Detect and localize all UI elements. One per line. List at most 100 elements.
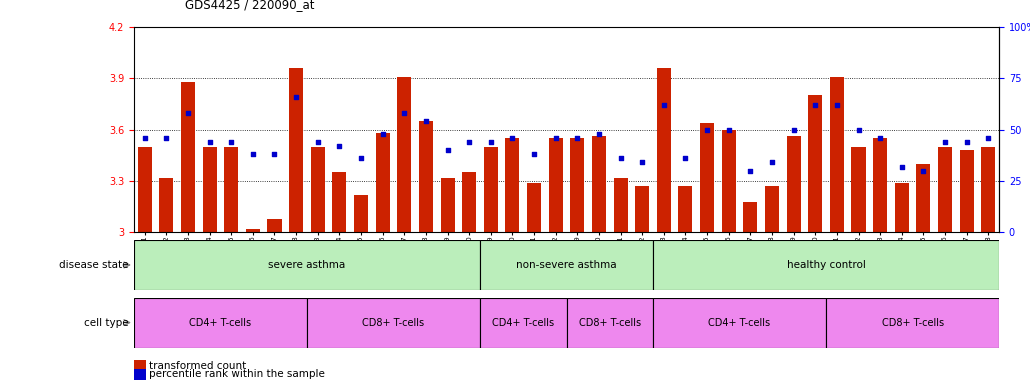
Point: [937, 139, 954, 145]
Bar: [134, 240, 480, 290]
Text: CD8+ T-cells: CD8+ T-cells: [579, 318, 641, 328]
Bar: [307, 298, 480, 348]
Bar: [566, 298, 653, 348]
Bar: [480, 298, 566, 348]
Bar: [181, 82, 195, 232]
Bar: [722, 130, 735, 232]
Bar: [138, 147, 151, 232]
Point: [808, 102, 824, 108]
Point: [916, 167, 932, 174]
Bar: [679, 186, 692, 232]
Bar: [592, 136, 606, 232]
Bar: [462, 172, 476, 232]
Point: [981, 135, 997, 141]
Bar: [614, 177, 627, 232]
Bar: [419, 121, 433, 232]
Bar: [480, 240, 653, 290]
Text: percentile rank within the sample: percentile rank within the sample: [149, 369, 325, 379]
Bar: [873, 138, 887, 232]
Point: [569, 135, 585, 141]
Bar: [700, 123, 714, 232]
Point: [375, 131, 391, 137]
Point: [180, 110, 197, 116]
Point: [894, 164, 911, 170]
Text: CD8+ T-cells: CD8+ T-cells: [363, 318, 424, 328]
Point: [871, 135, 888, 141]
Point: [136, 135, 152, 141]
Bar: [160, 177, 173, 232]
Bar: [636, 186, 649, 232]
Point: [397, 110, 413, 116]
Bar: [527, 183, 541, 232]
Bar: [809, 95, 822, 232]
Bar: [506, 138, 519, 232]
Bar: [653, 298, 826, 348]
Bar: [268, 218, 281, 232]
Point: [159, 135, 175, 141]
Text: CD8+ T-cells: CD8+ T-cells: [882, 318, 943, 328]
Bar: [917, 164, 930, 232]
Bar: [354, 195, 368, 232]
Point: [764, 159, 781, 166]
Point: [612, 155, 628, 161]
Text: cell type: cell type: [84, 318, 129, 328]
Bar: [549, 138, 562, 232]
Bar: [744, 202, 757, 232]
Point: [526, 151, 543, 157]
Bar: [787, 136, 800, 232]
Point: [245, 151, 262, 157]
Text: disease state: disease state: [60, 260, 129, 270]
Point: [202, 139, 218, 145]
Bar: [203, 147, 216, 232]
Bar: [938, 147, 952, 232]
Bar: [852, 147, 865, 232]
Point: [721, 126, 737, 132]
Point: [851, 126, 867, 132]
Text: severe asthma: severe asthma: [269, 260, 346, 270]
Point: [786, 126, 802, 132]
Point: [482, 139, 500, 145]
Bar: [398, 76, 411, 232]
Point: [656, 102, 673, 108]
Bar: [895, 183, 908, 232]
Point: [743, 167, 759, 174]
Point: [634, 159, 651, 166]
Bar: [311, 147, 324, 232]
Point: [548, 135, 564, 141]
Text: CD4+ T-cells: CD4+ T-cells: [190, 318, 251, 328]
Text: CD4+ T-cells: CD4+ T-cells: [709, 318, 770, 328]
Bar: [246, 229, 260, 232]
Point: [222, 139, 239, 145]
Point: [352, 155, 369, 161]
Point: [829, 102, 846, 108]
Bar: [289, 68, 303, 232]
Bar: [441, 177, 454, 232]
Point: [461, 139, 478, 145]
Point: [266, 151, 282, 157]
Bar: [333, 172, 346, 232]
Point: [591, 131, 608, 137]
Text: GDS4425 / 220090_at: GDS4425 / 220090_at: [185, 0, 315, 12]
Bar: [657, 68, 671, 232]
Point: [505, 135, 521, 141]
Bar: [653, 240, 999, 290]
Bar: [826, 298, 999, 348]
Bar: [960, 150, 973, 232]
Point: [287, 94, 305, 100]
Text: transformed count: transformed count: [149, 361, 246, 371]
Point: [440, 147, 456, 153]
Text: CD4+ T-cells: CD4+ T-cells: [492, 318, 554, 328]
Bar: [830, 76, 844, 232]
Text: healthy control: healthy control: [787, 260, 865, 270]
Point: [958, 139, 974, 145]
Bar: [571, 138, 584, 232]
Point: [418, 118, 435, 124]
Bar: [225, 147, 238, 232]
Point: [699, 126, 716, 132]
Point: [331, 143, 347, 149]
Point: [678, 155, 694, 161]
Bar: [484, 147, 497, 232]
Bar: [134, 298, 307, 348]
Bar: [376, 133, 389, 232]
Bar: [765, 186, 779, 232]
